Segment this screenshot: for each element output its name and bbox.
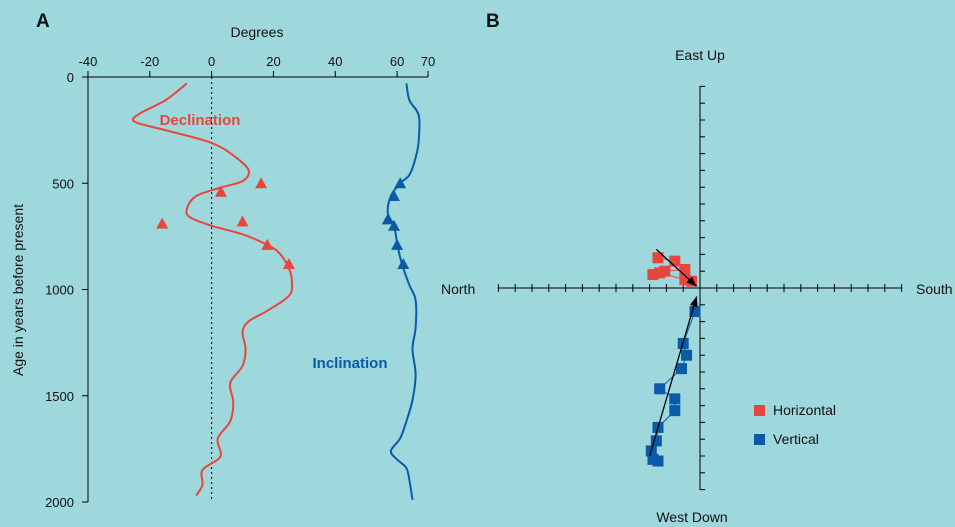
declination-data-point [156,217,169,229]
vertical-data-point [681,349,693,361]
vertical-data-point [650,435,662,447]
panel-a-x-tick-label: 60 [390,54,404,69]
panel-a-x-axis-title: Degrees [231,24,284,40]
declination-data-point [236,215,249,227]
inclination-data-point [394,177,407,189]
horizontal-data-point [654,267,666,279]
inclination-data-point [388,190,400,201]
legend-vertical-label: Vertical [773,431,819,447]
panel-b-left-axis-label: North [441,281,475,297]
vertical-data-point [689,306,701,318]
declination-series-label: Declination [160,112,241,129]
panel-a-x-tick-label: 70 [421,54,435,69]
panel-a-x-tick-label: -20 [140,54,159,69]
inclination-data-point [391,238,404,250]
panel-a-plot: -40 -20 0 20 40 60 70 0 500 1000 1500 2000 [45,54,435,510]
panel-a-y-tick-label: 2000 [45,495,74,510]
inclination-series-label: Inclination [313,355,388,372]
horizontal-data-point [679,264,691,276]
inclination-data-point [381,213,394,225]
panel-a-y-tick-label: 1500 [45,389,74,404]
legend-horizontal-label: Horizontal [773,402,836,418]
inclination-curve [386,83,421,501]
declination-curve [131,82,294,497]
horizontal-fit-arrow-head [686,276,697,287]
panel-b-bottom-axis-label: West Down [656,509,727,525]
panel-a-y-tick-label: 0 [67,70,74,85]
panel-a-y-axis-title: Age in years before present [10,204,26,376]
vertical-data-point [669,393,681,405]
vertical-data-point [652,455,664,467]
declination-data-point [214,185,227,197]
horizontal-data-point [652,252,664,264]
vertical-fit-arrow-line [648,296,698,457]
legend-vertical-swatch [754,434,765,445]
vertical-data-point [676,363,688,375]
inclination-data-point [397,258,410,269]
vertical-data-point [654,383,666,395]
panel-a-x-tick-label: 20 [266,54,280,69]
panel-b-plot [497,85,903,491]
horizontal-data-point [669,255,681,267]
vertical-fit-arrow-head [689,296,698,308]
horizontal-data-point [647,269,659,281]
panel-b-right-axis-label: South [916,281,953,297]
legend-horizontal-swatch [754,405,765,416]
panel-a-y-tick-label: 500 [52,176,74,191]
panel-b-top-axis-label: East Up [675,47,725,63]
panel-a-x-tick-label: 0 [208,54,215,69]
horizontal-data-point [679,274,691,286]
inclination-data-point [388,219,400,231]
panel-a-x-tick-label: -40 [79,54,98,69]
panel-a-label: A [36,11,50,32]
vertical-data-point [669,405,681,417]
declination-data-point [255,177,268,189]
declination-data-point [261,238,274,250]
panel-a-y-tick-label: 1000 [45,283,74,298]
panel-a-x-tick-label: 40 [328,54,342,69]
panel-b-label: B [486,11,500,32]
declination-data-point [282,258,295,269]
